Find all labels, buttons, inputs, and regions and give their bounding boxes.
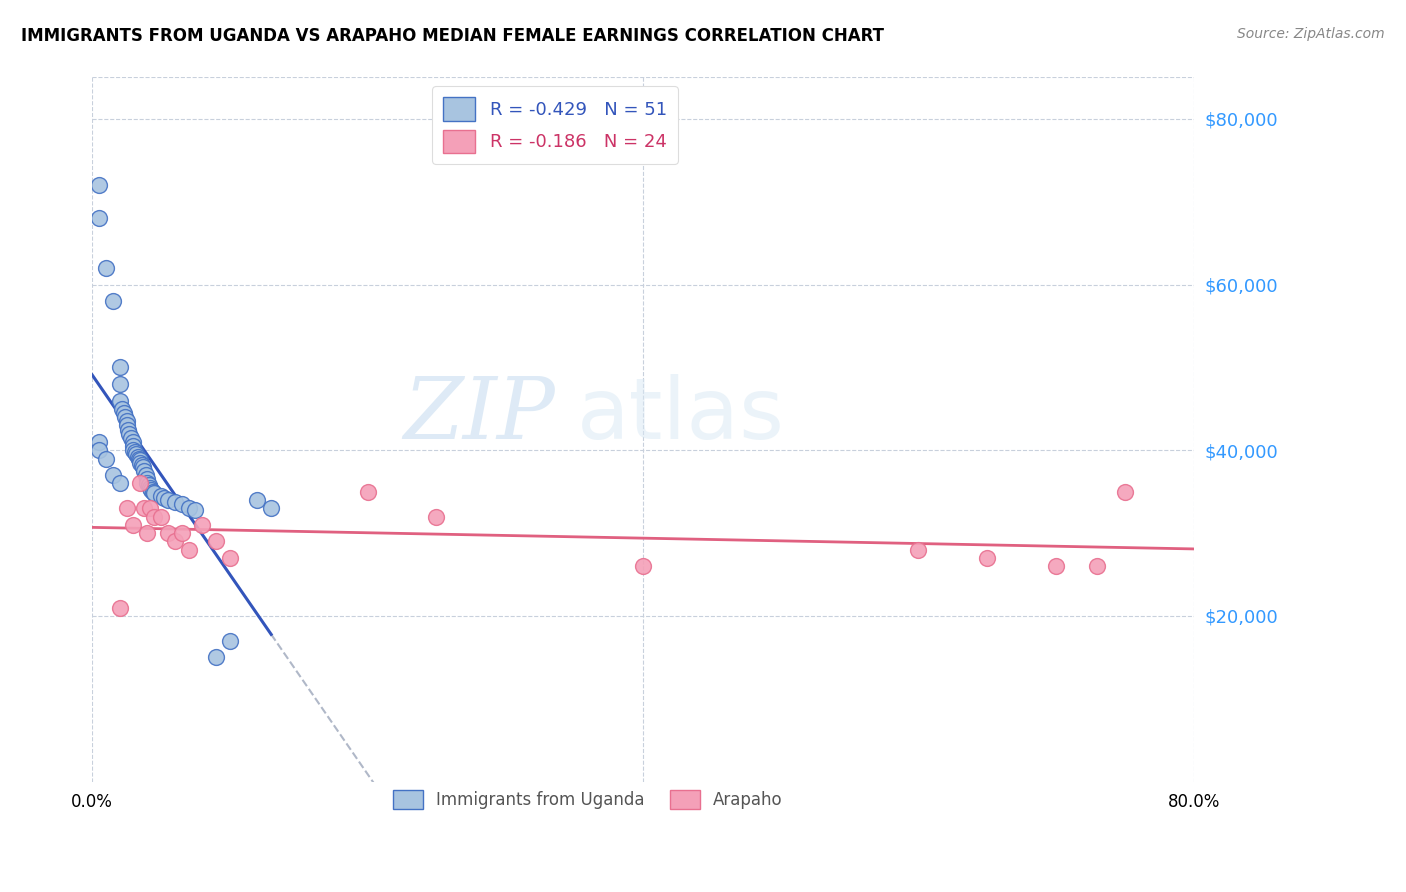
Point [134,501,156,516]
Point [136,472,159,486]
Point [260,501,283,516]
Text: atlas: atlas [576,374,785,457]
Point [205,650,228,665]
Point [94,451,117,466]
Point [131,458,153,473]
Point [115,418,138,433]
Point [425,509,447,524]
Point [108,360,131,375]
Point [132,459,155,474]
Point [129,453,152,467]
Point [191,517,214,532]
Point [139,501,162,516]
Point [136,526,159,541]
Point [218,551,240,566]
Point [117,423,139,437]
Point [87,435,110,450]
Point [127,450,149,464]
Point [246,493,269,508]
Point [143,509,166,524]
Point [163,534,186,549]
Point [108,376,131,391]
Point [108,476,131,491]
Point [136,476,159,491]
Point [101,468,124,483]
Point [87,178,110,193]
Point [101,294,124,309]
Point [118,426,141,441]
Point [184,503,207,517]
Point [124,445,146,459]
Point [150,509,173,524]
Point [134,464,156,478]
Point [128,451,150,466]
Point [976,551,998,566]
Point [115,501,138,516]
Point [170,497,193,511]
Text: IMMIGRANTS FROM UGANDA VS ARAPAHO MEDIAN FEMALE EARNINGS CORRELATION CHART: IMMIGRANTS FROM UGANDA VS ARAPAHO MEDIAN… [21,27,884,45]
Point [122,439,145,453]
Point [87,211,110,226]
Point [177,542,200,557]
Point [218,633,240,648]
Point [122,517,145,532]
Point [125,447,148,461]
Point [163,494,186,508]
Point [152,491,174,506]
Point [1045,559,1067,574]
Point [129,456,152,470]
Point [138,478,160,492]
Point [156,526,179,541]
Point [142,484,165,499]
Point [205,534,228,549]
Point [108,600,131,615]
Point [141,483,163,497]
Point [135,468,157,483]
Text: Source: ZipAtlas.com: Source: ZipAtlas.com [1237,27,1385,41]
Text: ZIP: ZIP [404,374,555,457]
Point [114,410,136,425]
Point [122,435,145,450]
Point [356,484,378,499]
Point [143,486,166,500]
Point [150,489,173,503]
Point [111,401,134,416]
Point [170,526,193,541]
Point [120,431,142,445]
Point [177,501,200,516]
Point [87,443,110,458]
Point [122,443,145,458]
Point [1085,559,1108,574]
Point [631,559,654,574]
Point [94,260,117,275]
Point [1114,484,1136,499]
Point [108,393,131,408]
Point [115,414,138,428]
Legend: Immigrants from Uganda, Arapaho: Immigrants from Uganda, Arapaho [387,783,789,815]
Point [139,481,162,495]
Point [156,493,179,508]
Point [907,542,929,557]
Point [129,476,152,491]
Point [112,406,135,420]
